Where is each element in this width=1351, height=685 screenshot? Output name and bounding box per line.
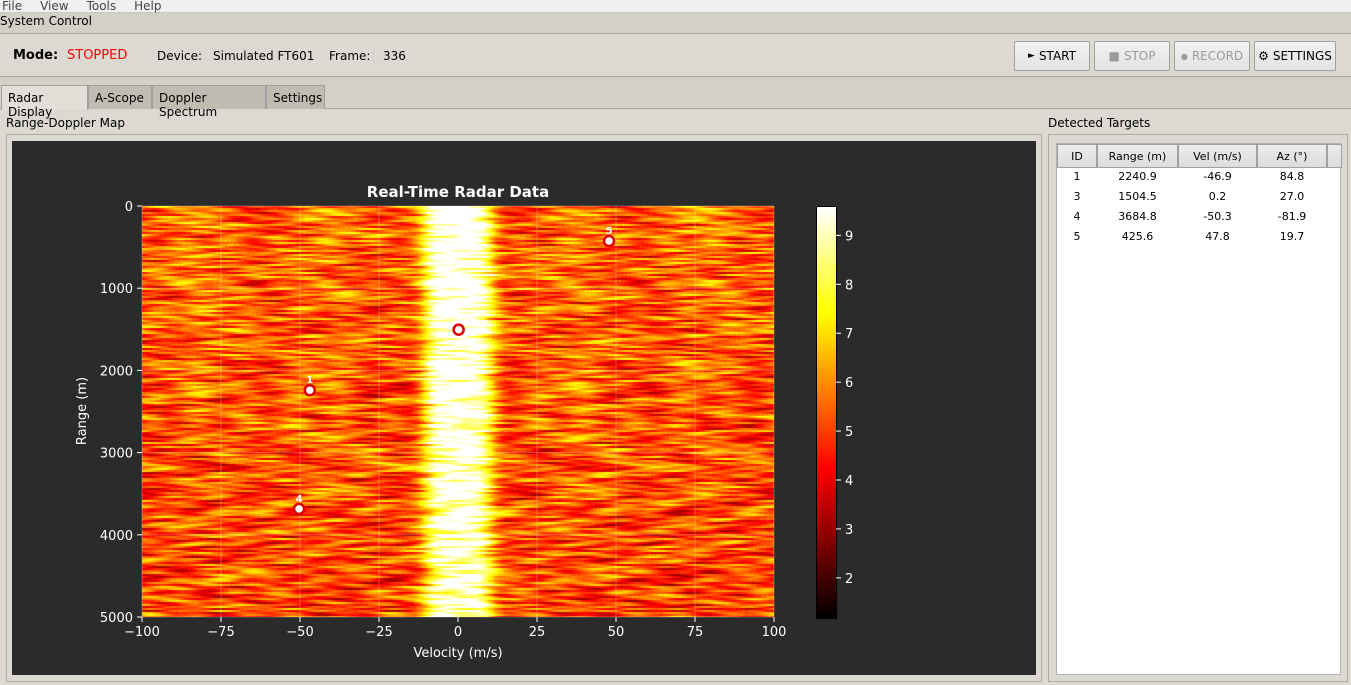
stop-icon: ■ <box>1108 49 1120 63</box>
table-cell: 5 <box>1073 230 1081 243</box>
x-tick-label: −25 <box>365 625 392 640</box>
section-title: System Control <box>0 14 92 28</box>
device-label: Device: <box>157 49 203 63</box>
table-cell: 1504.5 <box>1118 190 1157 203</box>
colorbar-tick-label: 2 <box>845 572 853 587</box>
colorbar <box>816 206 837 619</box>
table-cell: 2240.9 <box>1118 170 1157 183</box>
target-label: 1 <box>306 375 313 386</box>
play-icon: ► <box>1028 51 1035 61</box>
target-marker <box>452 323 465 336</box>
x-tick-label: −50 <box>286 625 313 640</box>
column-header[interactable]: Vel (m/s) <box>1178 144 1257 168</box>
table-cell: -50.3 <box>1203 210 1232 223</box>
table-cell: 4 <box>1073 210 1081 223</box>
menu-bar: File View Tools Help <box>0 0 1351 13</box>
colorbar-tick-label: 8 <box>845 278 853 293</box>
tab-doppler-spectrum[interactable]: Doppler Spectrum <box>152 85 266 119</box>
table-cell: 47.8 <box>1205 230 1230 243</box>
y-tick-label: 5000 <box>100 611 133 626</box>
target-label: 5 <box>606 226 613 237</box>
colorbar-tick-label: 7 <box>845 327 853 342</box>
target-label: 3 <box>455 315 462 326</box>
chart-overlay: Real-Time Radar Data Velocity (m/s) Rang… <box>75 183 853 661</box>
colorbar-tick-label: 9 <box>845 229 853 244</box>
stop-button[interactable]: ■ STOP <box>1094 41 1170 71</box>
targets-group-title: Detected Targets <box>1048 116 1151 130</box>
y-axis-label: Range (m) <box>75 377 90 445</box>
device-value: Simulated FT601 <box>213 49 315 63</box>
colorbar-tick-label: 6 <box>845 376 853 391</box>
targets-group <box>1048 134 1348 682</box>
column-header[interactable]: ID <box>1057 144 1097 168</box>
menu-file[interactable]: File <box>2 0 23 13</box>
settings-label: SETTINGS <box>1272 49 1332 63</box>
y-tick-label: 1000 <box>100 282 133 297</box>
colorbar-tick-label: 3 <box>845 523 853 538</box>
target-label: 4 <box>296 494 303 505</box>
x-tick-label: 75 <box>687 625 704 640</box>
record-icon: ● <box>1180 51 1188 61</box>
table-cell: 84.8 <box>1279 170 1305 183</box>
target-marker <box>602 234 616 248</box>
map-group-title: Range-Doppler Map <box>6 116 125 130</box>
tab-a-scope[interactable]: A-Scope <box>88 85 152 109</box>
y-tick-label: 2000 <box>100 364 133 379</box>
table-cell: 3 <box>1073 190 1081 203</box>
frame-label: Frame: <box>329 49 371 63</box>
y-tick-label: 3000 <box>100 447 133 462</box>
start-label: START <box>1038 49 1076 63</box>
column-header[interactable]: Range (m) <box>1097 144 1178 168</box>
x-tick-label: 25 <box>529 625 546 640</box>
target-marker <box>292 502 306 516</box>
start-button[interactable]: ► START <box>1014 41 1090 71</box>
table-cell: 19.7 <box>1279 230 1305 243</box>
menu-tools[interactable]: Tools <box>86 0 117 13</box>
record-label: RECORD <box>1191 49 1244 63</box>
gear-icon: ⚙ <box>1258 49 1269 63</box>
settings-button[interactable]: ⚙ SETTINGS <box>1254 41 1336 71</box>
y-tick-label: 4000 <box>100 529 133 544</box>
tab-radar-display[interactable]: Radar Display <box>1 85 88 119</box>
table-cell: -81.9 <box>1277 210 1307 223</box>
x-tick-label: 100 <box>762 625 787 640</box>
map-group <box>6 134 1042 682</box>
table-cell: 3684.8 <box>1118 210 1157 223</box>
radar-figure: Real-Time Radar Data Velocity (m/s) Rang… <box>12 141 1036 675</box>
y-tick-label: 0 <box>125 200 133 215</box>
table-cell: 425.6 <box>1121 230 1154 243</box>
table-cell: 1 <box>1073 170 1081 183</box>
x-tick-label: 0 <box>454 625 462 640</box>
x-axis-label: Velocity (m/s) <box>413 646 502 661</box>
x-tick-label: 50 <box>608 625 625 640</box>
menu-help[interactable]: Help <box>134 0 162 13</box>
control-bar: Mode: STOPPED Device: Simulated FT601 Fr… <box>0 33 1351 77</box>
range-doppler-heatmap <box>142 206 774 617</box>
record-button[interactable]: ● RECORD <box>1174 41 1250 71</box>
x-tick-label: −100 <box>124 625 160 640</box>
table-cell: 27.0 <box>1279 190 1305 203</box>
menu-view[interactable]: View <box>40 0 69 13</box>
colorbar-tick-label: 5 <box>845 425 853 440</box>
column-header-filler <box>1327 144 1342 168</box>
mode-label: Mode: <box>13 48 59 63</box>
target-marker <box>303 383 317 397</box>
tab-settings[interactable]: Settings <box>266 85 325 109</box>
frame-value: 336 <box>383 49 406 63</box>
chart-title: Real-Time Radar Data <box>367 183 549 201</box>
table-cell: 0.2 <box>1208 190 1227 203</box>
colorbar-tick-label: 4 <box>845 474 853 489</box>
table-cell: -46.9 <box>1203 170 1232 183</box>
targets-table: ID Range (m) Vel (m/s) Az (°) 1 2240.9 -46.9 84… <box>1056 143 1342 675</box>
stop-label: STOP <box>1123 49 1156 63</box>
x-tick-label: −75 <box>207 625 234 640</box>
mode-value: STOPPED <box>67 48 128 63</box>
column-header[interactable]: Az (°) <box>1257 144 1327 168</box>
